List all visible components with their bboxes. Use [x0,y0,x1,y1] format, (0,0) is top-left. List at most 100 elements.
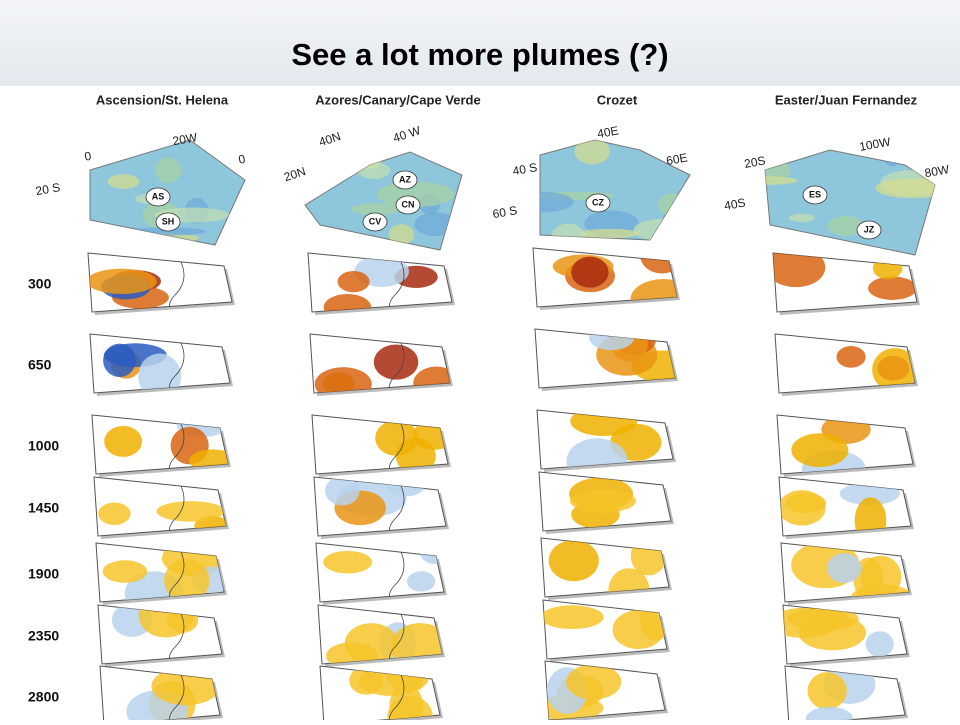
hot-anomaly [138,605,194,638]
coastline [388,421,406,474]
column-header: Easter/Juan Fernandez [775,92,918,107]
relief [357,162,391,179]
station-marker [145,187,171,207]
hot-anomaly [88,268,157,294]
hot-anomaly [543,605,604,630]
station-marker [802,185,828,205]
hot-anomaly [773,253,826,288]
map [764,149,936,256]
station-label: JZ [864,224,875,234]
station-marker [585,193,611,213]
cold-anomaly [406,571,436,592]
relief [388,224,415,245]
cold-anomaly [386,477,426,497]
anomalies [88,259,186,312]
station-marker [362,212,388,232]
relief [765,176,798,185]
depth-label: 1450 [28,500,59,516]
relief [350,203,403,215]
station-marker [155,212,181,232]
coordinate-label: 0 [83,149,92,164]
cold-anomaly [566,438,628,469]
coastline [388,611,406,664]
cold-anomaly [103,343,136,378]
station-marker [392,170,418,190]
hot-anomaly [323,550,373,574]
hot-anomaly [791,433,849,468]
hot-anomaly [314,367,372,393]
hot-anomaly [570,410,638,436]
relief [155,157,182,183]
column-header: Azores/Canary/Cape Verde [315,92,480,107]
coastline [168,483,186,536]
anomalies [791,543,909,602]
hot-anomaly [337,270,370,293]
station-marker [395,195,421,215]
coordinate-label: 40S [723,195,746,212]
station-marker [856,220,882,240]
depth-label: 1900 [28,566,59,582]
hot-anomaly [854,497,887,536]
hot-anomaly [156,501,225,522]
cold-anomaly [419,543,444,564]
coastline [388,483,406,536]
cold-anomaly [325,477,360,506]
depth-label: 2350 [28,628,59,644]
hot-anomaly [565,664,622,700]
coordinate-label: 40 W [391,123,423,145]
coastline [168,340,186,393]
cold-anomaly [805,706,854,725]
header-band [0,0,960,86]
coastline [168,672,186,725]
coastline [388,259,406,312]
column-header: Ascension/St. Helena [96,92,229,107]
coordinate-label: 60 S [491,203,518,221]
hot-anomaly [877,356,910,381]
anomalies [98,483,226,536]
anomalies [323,255,438,312]
hot-anomaly [98,502,131,525]
hot-anomaly [807,672,847,710]
coastline [388,340,406,393]
depth-label: 2800 [28,689,59,705]
coordinate-label: 40E [596,123,619,140]
relief [107,174,140,189]
coastline [388,549,406,602]
relief [827,216,864,236]
hot-anomaly [779,490,826,526]
relief [540,191,574,213]
station-label: ES [809,189,821,199]
coordinate-label: 20S [743,153,766,170]
hot-anomaly [413,366,450,393]
depth-label: 1000 [28,438,59,454]
hot-anomaly [612,610,665,650]
coordinate-label: 40N [317,129,342,149]
hot-anomaly [836,346,866,368]
anomalies [783,605,894,657]
station-label: CV [369,216,382,226]
anomalies [569,477,637,529]
coastline [168,549,186,602]
hot-anomaly [375,420,418,456]
coastline [168,421,186,474]
hot-anomaly [387,695,433,725]
anomalies [566,410,662,469]
coastline [388,672,406,725]
station-label: CZ [592,197,604,207]
cold-anomaly [865,631,894,657]
hot-anomaly [164,558,210,602]
coordinate-label: 20 S [34,180,61,198]
station-label: CN [402,199,415,209]
hot-anomaly [323,294,372,312]
coordinate-label: 60E [665,150,688,167]
hot-anomaly [872,256,903,280]
column-header: Crozet [597,92,638,107]
anomalies [111,605,199,664]
coastline [168,611,186,664]
hot-anomaly [373,344,419,380]
depth-label: 300 [28,276,52,292]
slide-title: See a lot more plumes (?) [291,37,668,72]
hot-anomaly [571,256,609,288]
relief [633,218,690,240]
